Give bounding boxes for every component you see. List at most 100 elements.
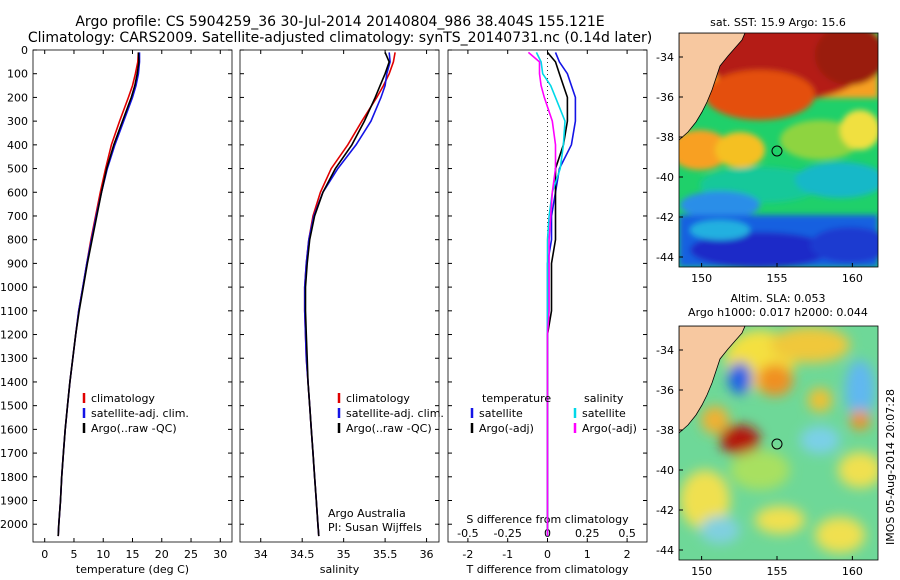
sst-lat-tick-label: -36 (656, 91, 674, 104)
sla-map-title-line-1: Altim. SLA: 0.053 (730, 292, 826, 305)
temperature-xtick-label: 25 (184, 548, 198, 561)
temperature-legend-label: Argo(..raw -QC) (91, 422, 177, 435)
sst-lon-tick-label: 150 (691, 272, 712, 285)
temperature-xtick-label: 30 (213, 548, 227, 561)
sst-land-coast (679, 33, 746, 141)
salinity-difference-tick-label: -0.25 (493, 527, 521, 540)
sst-float-marker (771, 145, 783, 157)
salinity-legend-title: salinity (584, 392, 624, 405)
depth-tick-label: 1800 (0, 471, 28, 484)
temperature-xtick-label: 20 (155, 548, 169, 561)
sla-lat-tick-label: -44 (656, 544, 674, 557)
depth-tick-label: 100 (7, 68, 28, 81)
sst-lat-tick-label: -38 (656, 131, 674, 144)
difference-temperature-legend-label: Argo(-adj) (479, 422, 534, 435)
sla-map-frame (678, 325, 879, 561)
salinity-xtick-label: 35 (337, 548, 351, 561)
sla-map-title-line-2: Argo h1000: 0.017 h2000: 0.044 (688, 306, 868, 319)
difference-temperature-legend-label: satellite (479, 407, 523, 420)
salinity-difference-tick-label: 0.5 (618, 527, 636, 540)
temperature-xlabel: temperature (deg C) (76, 563, 189, 576)
salinity-legend-label: Argo(..raw -QC) (346, 422, 432, 435)
sst-lon-tick-label: 160 (842, 272, 863, 285)
depth-tick-label: 300 (7, 115, 28, 128)
depth-tick-label: 1300 (0, 352, 28, 365)
sla-lon-tick-label: 160 (842, 565, 863, 578)
depth-tick-label: 1600 (0, 423, 28, 436)
timestamp-stamp: IMOS 05-Aug-2014 20:07:28 (884, 389, 897, 545)
chart-layer: 0100200300400500600700800900100011001200… (0, 44, 863, 578)
temperature-difference-tick-label: 0 (544, 548, 551, 561)
salinity-annotation-line: Argo Australia (328, 507, 406, 520)
depth-tick-label: 1000 (0, 281, 28, 294)
salinity-panel-frame (239, 49, 440, 543)
sla-lat-tick-label: -38 (656, 424, 674, 437)
temperature-xtick-label: 0 (41, 548, 48, 561)
temperature-series-argo-raw-qc (57, 52, 140, 537)
salinity-legend-label: satellite-adj. clim. (346, 407, 444, 420)
sla-lat-tick-label: -42 (656, 504, 674, 517)
sla-map (678, 325, 879, 561)
temperature-difference-tick-label: -1 (502, 548, 513, 561)
depth-tick-label: 500 (7, 163, 28, 176)
difference-salinity-legend-label: satellite (582, 407, 626, 420)
temperature-xtick-label: 5 (70, 548, 77, 561)
temperature-xtick-label: 10 (96, 548, 110, 561)
depth-tick-label: 1700 (0, 447, 28, 460)
difference-salinity-legend-label: Argo(-adj) (582, 422, 637, 435)
temperature-xtick-label: 15 (126, 548, 140, 561)
sst-map-title: sat. SST: 15.9 Argo: 15.6 (710, 16, 846, 29)
depth-tick-label: 1400 (0, 376, 28, 389)
sst-lat-tick-label: -44 (656, 251, 674, 264)
sst-field (679, 33, 878, 267)
salinity-legend-label: climatology (346, 392, 410, 405)
temperature-difference-tick-label: 1 (584, 548, 591, 561)
sla-land-coast (679, 326, 746, 434)
temperature-difference-tick-label: 2 (624, 548, 631, 561)
sla-lat-tick-label: -40 (656, 464, 674, 477)
depth-tick-label: 2000 (0, 518, 28, 531)
depth-tick-label: 700 (7, 210, 28, 223)
depth-tick-label: 900 (7, 257, 28, 270)
depth-tick-label: 1500 (0, 400, 28, 413)
sst-lon-tick-label: 155 (766, 272, 787, 285)
temperature-legend-label: satellite-adj. clim. (91, 407, 189, 420)
salinity-difference-tick-label: 0.25 (575, 527, 600, 540)
sla-field (680, 327, 878, 553)
depth-tick-label: 600 (7, 186, 28, 199)
difference-series-s-argo-adj (527, 51, 557, 537)
temperature-legend-label: climatology (91, 392, 155, 405)
sla-lon-tick-label: 155 (766, 565, 787, 578)
salinity-xlabel: salinity (320, 563, 360, 576)
sla-lat-tick-label: -34 (656, 344, 674, 357)
temperature-difference-xlabel: T difference from climatology (466, 563, 629, 576)
title-line-1: Argo profile: CS 5904259_36 30-Jul-2014 … (75, 14, 605, 30)
sla-float-marker (771, 438, 783, 450)
sst-lat-tick-label: -40 (656, 171, 674, 184)
temperature-legend-title: temperature (482, 392, 551, 405)
depth-tick-label: 1100 (0, 305, 28, 318)
salinity-xtick-label: 36 (420, 548, 434, 561)
depth-tick-label: 0 (21, 44, 28, 57)
temperature-panel-frame (32, 49, 233, 543)
depth-tick-label: 1200 (0, 329, 28, 342)
sla-lat-tick-label: -36 (656, 384, 674, 397)
sla-lon-tick-label: 150 (691, 565, 712, 578)
depth-tick-label: 200 (7, 91, 28, 104)
salinity-xtick-label: 34 (254, 548, 268, 561)
sst-map-frame (678, 32, 879, 268)
temperature-difference-tick-label: -2 (462, 548, 473, 561)
sst-map (678, 32, 879, 268)
salinity-xtick-label: 35.5 (373, 548, 398, 561)
title-line-2: Climatology: CARS2009. Satellite-adjuste… (27, 30, 653, 46)
depth-tick-label: 400 (7, 139, 28, 152)
salinity-difference-tick-label: -0.5 (457, 527, 478, 540)
depth-tick-label: 800 (7, 234, 28, 247)
salinity-series-argo-raw-qc (304, 52, 391, 537)
sst-lat-tick-label: -42 (656, 211, 674, 224)
sst-lat-tick-label: -34 (656, 51, 674, 64)
salinity-xtick-label: 34.5 (290, 548, 315, 561)
salinity-annotation-line: PI: Susan Wijffels (328, 521, 422, 534)
depth-tick-label: 1900 (0, 495, 28, 508)
